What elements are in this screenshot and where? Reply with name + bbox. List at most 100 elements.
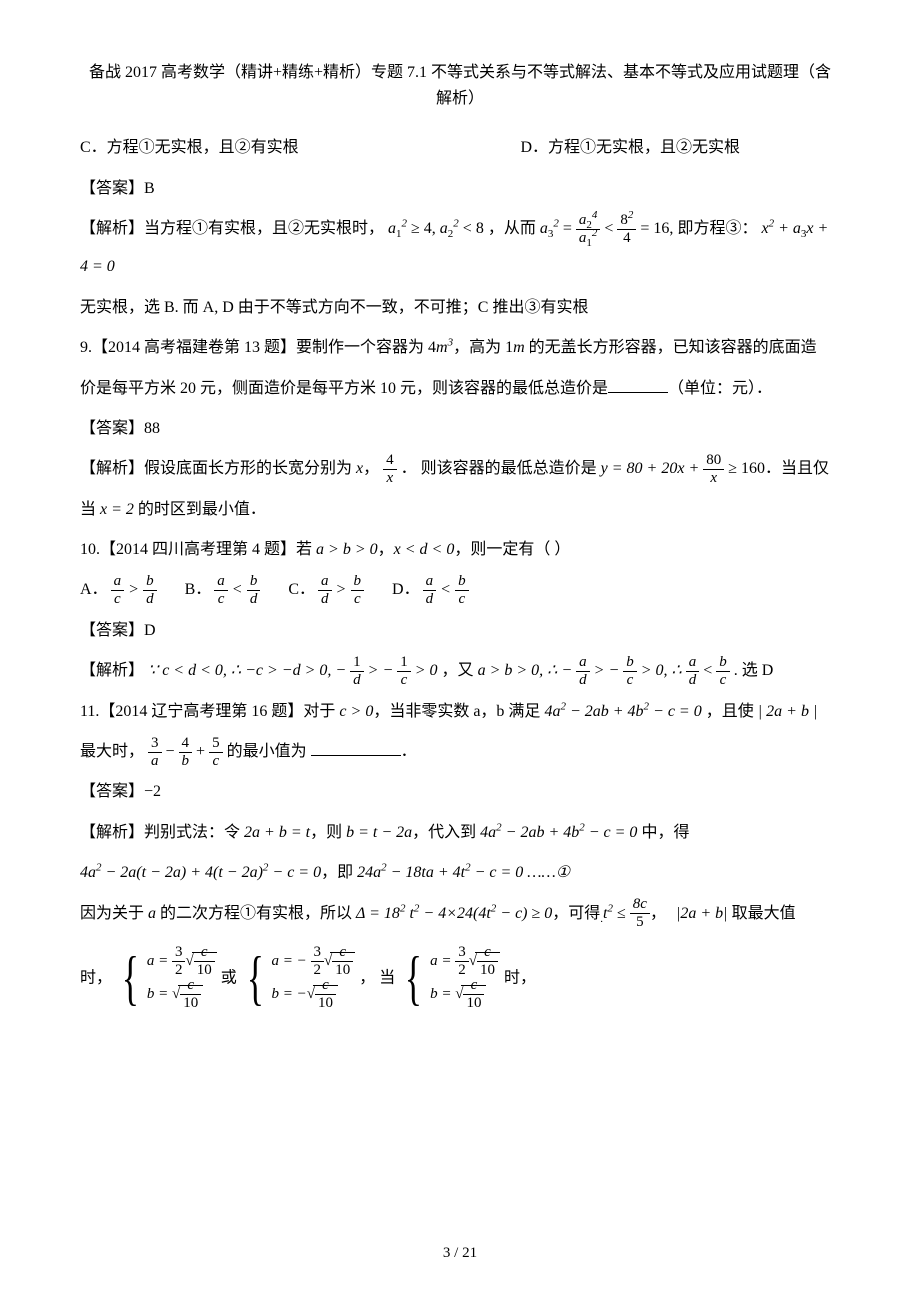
t: − 2ab + 4b (502, 824, 580, 841)
explain-10: 【解析】 ∵ c < d < 0, ∴ −c > −d > 0, − 1d > … (80, 652, 840, 690)
t: 4a (480, 824, 496, 841)
t: 10.【2014 四川高考理第 4 题】若 (80, 541, 316, 558)
t: b (455, 574, 469, 591)
t: 【解析】 (80, 662, 144, 679)
options-c-d-row: C．方程①无实根，且②有实根 D．方程①无实根，且②无实根 (80, 129, 840, 167)
t: 8 (620, 212, 628, 228)
t: 的二次方程①有实根，所以 (156, 905, 356, 922)
t: d (143, 591, 157, 607)
t: 10 (180, 995, 201, 1011)
q10-options: A．ac>bd B．ac<bd C．ad>bc D．ad<bc (80, 571, 840, 609)
t: 80 (703, 453, 724, 470)
t: 4 (592, 209, 598, 221)
t: 因为关于 (80, 905, 148, 922)
t: c (214, 591, 228, 607)
f: 8c5 (630, 897, 650, 930)
t: ≥ 160 (728, 460, 765, 477)
t: 4a (80, 864, 96, 881)
explain-8-line2: 无实根，选 B. 而 A, D 由于不等式方向不一致，不可推；C 推出③有实根 (80, 289, 840, 327)
t: 4a2 − 2a(t − 2a) + 4(t − 2a)2 − c = 0 (80, 864, 321, 881)
t: C． (288, 571, 315, 609)
t: c > 0 (339, 703, 373, 720)
exp8-frac1: a24a12 (576, 213, 601, 246)
t: c (716, 672, 730, 688)
t: 1 (397, 655, 411, 672)
t: c (315, 978, 336, 995)
t: ， (650, 905, 666, 922)
page-header: 备战 2017 高考数学（精讲+精练+精析）专题 7.1 不等式关系与不等式解法… (80, 60, 840, 111)
t: b (179, 753, 193, 769)
t: 4 (383, 453, 397, 470)
f: ad (576, 655, 590, 688)
case-2: { a = − 32c10 b = −c10 (241, 945, 356, 1011)
t: ，又 (442, 662, 478, 679)
option-c: C．方程①无实根，且②有实根 (80, 129, 299, 167)
t: Δ = 182 t2 − 4×24(4t2 − c) ≥ 0 (356, 905, 552, 922)
t: 10 (194, 962, 215, 978)
t: d (686, 672, 700, 688)
t: 1 (350, 655, 364, 672)
t: 1 (396, 228, 402, 240)
t: a (540, 220, 548, 237)
t: t (405, 905, 413, 922)
t: 即方程③： (677, 220, 761, 237)
t: 2 (455, 962, 469, 978)
t: > (127, 571, 140, 609)
t: a (111, 574, 125, 591)
t: b (143, 574, 157, 591)
t: 时， (80, 969, 112, 986)
t: ，可得 (552, 905, 600, 922)
t: a (576, 655, 590, 672)
t: ，从而 (488, 220, 540, 237)
exp9-frac2: 80x (703, 453, 724, 486)
t: 4a2 − 2ab + 4b2 − c = 0 (480, 824, 637, 841)
t: x = 2 (100, 501, 134, 518)
header-line2: 解析） (436, 90, 484, 107)
blank-fill (311, 741, 401, 756)
t: < (703, 662, 716, 679)
t: x (383, 470, 397, 486)
page-footer: 3 / 21 (0, 1245, 920, 1262)
explain-11-line1: 【解析】判别式法：令 2a + b = t，则 b = t − 2a，代入到 4… (80, 814, 840, 852)
f: bc (623, 655, 637, 688)
t: 3 (455, 945, 469, 962)
t: 【解析】判别式法：令 (80, 824, 244, 841)
answer-11: 【答案】−2 (80, 773, 840, 811)
t: 10 (463, 995, 484, 1011)
t: m (436, 339, 448, 356)
t: 3 (148, 736, 162, 753)
f: 5c (209, 736, 223, 769)
t: − c) ≥ 0 (496, 905, 552, 922)
exp8-m1: a12 ≥ 4, a22 < 8 (388, 220, 484, 237)
t: 时， (504, 969, 536, 986)
t: m (513, 339, 525, 356)
t: < (231, 571, 244, 609)
t: x < d < 0 (394, 541, 455, 558)
t: ．当且仅 (765, 460, 829, 477)
t: a (686, 655, 700, 672)
t: 取最大值 (728, 905, 796, 922)
explain-9-line2: 当 x = 2 的时区到最小值． (80, 491, 840, 529)
f: bc (716, 655, 730, 688)
t: ． (401, 743, 417, 760)
t: 4 (617, 230, 636, 246)
t: b (351, 574, 365, 591)
question-11-line1: 11.【2014 辽宁高考理第 16 题】对于 c > 0，当非零实数 a，b … (80, 693, 840, 731)
t: > 0 (415, 662, 438, 679)
t: （单位：元）． (668, 380, 772, 397)
t: ，代入到 (412, 824, 480, 841)
q10-opt-c: C．ad>bc (288, 571, 364, 609)
t: c (194, 945, 215, 962)
t: c (180, 978, 201, 995)
t: c (455, 591, 469, 607)
question-11-line2: 最大时， 3a − 4b + 5c 的最小值为 ． (80, 733, 840, 771)
f: 1d (350, 655, 364, 688)
t: ，且使 (706, 703, 758, 720)
answer-9: 【答案】88 (80, 410, 840, 448)
answer-10: 【答案】D (80, 612, 840, 650)
t: ≥ 4, (407, 220, 440, 237)
t: b (716, 655, 730, 672)
header-line1: 备战 2017 高考数学（精讲+精练+精析）专题 7.1 不等式关系与不等式解法… (89, 64, 831, 81)
t: c (477, 945, 498, 962)
t: c (623, 672, 637, 688)
